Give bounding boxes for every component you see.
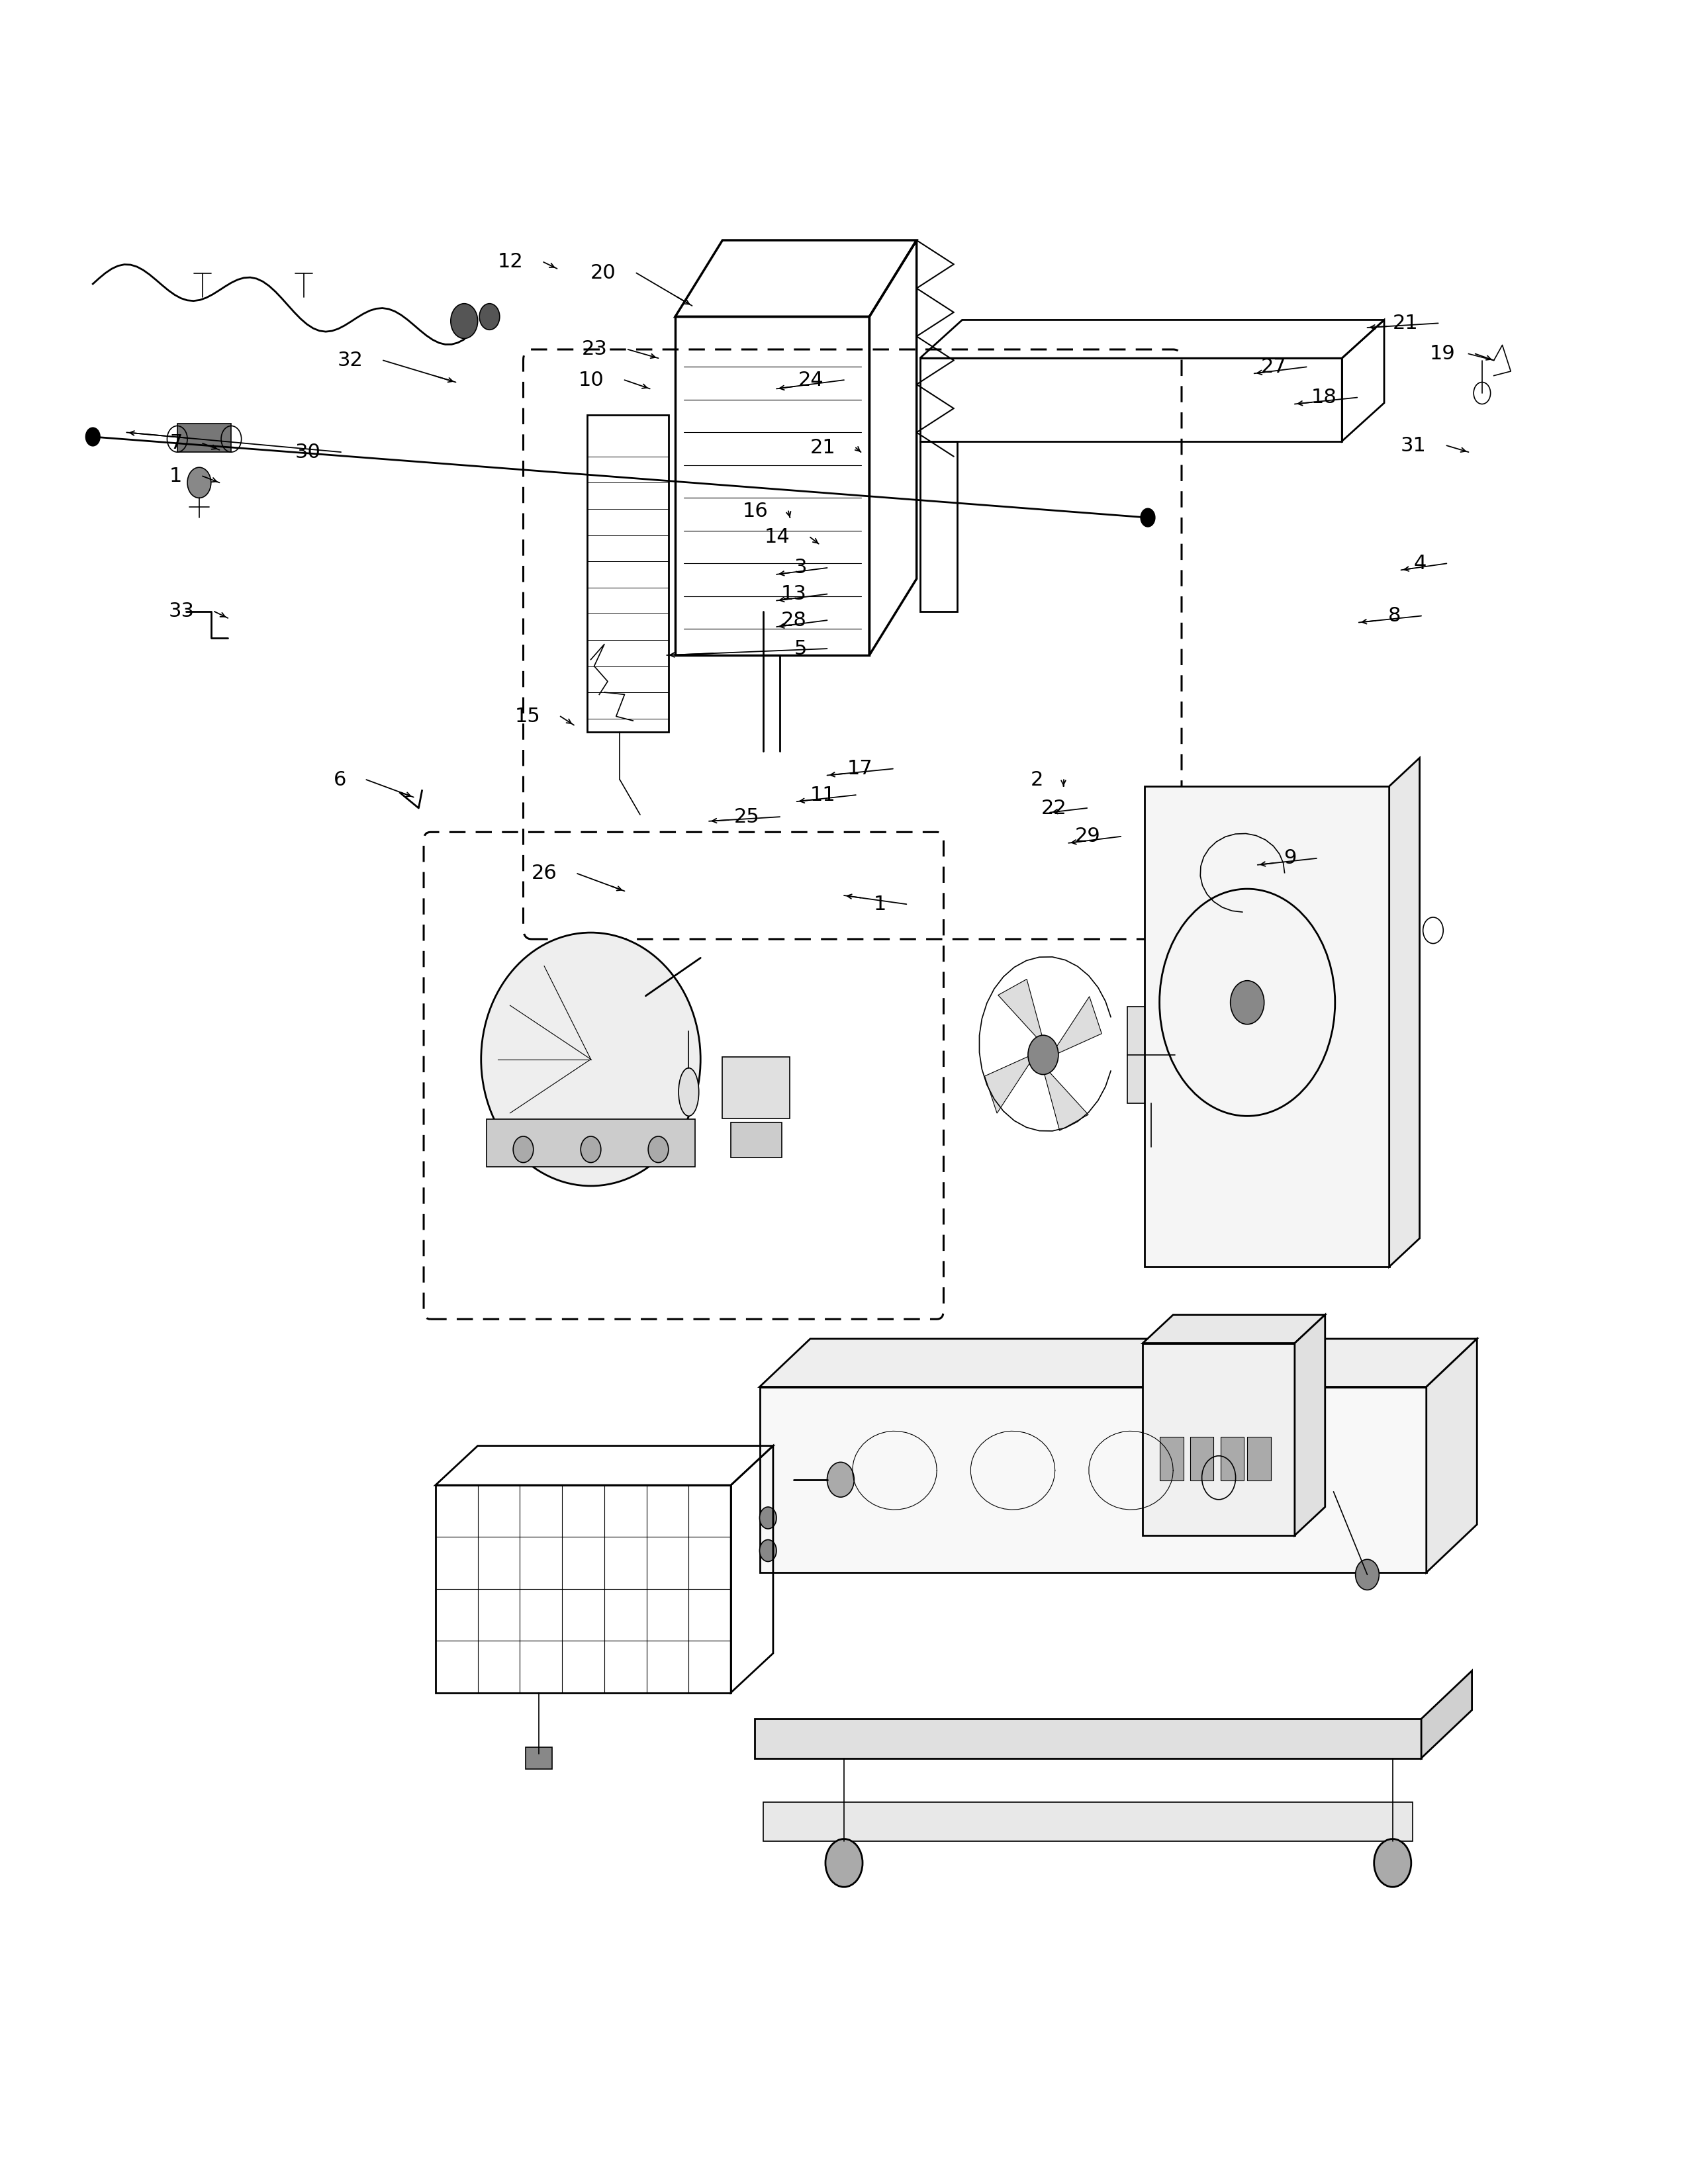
Bar <box>1247 1437 1271 1481</box>
Text: 16: 16 <box>743 502 768 520</box>
Bar <box>1128 1007 1175 1103</box>
Bar <box>763 1802 1413 1841</box>
Text: 4: 4 <box>1413 555 1426 572</box>
Text: 3: 3 <box>793 559 807 577</box>
Circle shape <box>451 304 478 339</box>
Text: 2: 2 <box>1030 771 1043 788</box>
Circle shape <box>1374 1839 1411 1887</box>
Bar <box>1144 786 1389 1267</box>
Circle shape <box>479 304 500 330</box>
Text: 14: 14 <box>765 529 790 546</box>
Circle shape <box>827 1463 854 1498</box>
Text: 1: 1 <box>169 467 182 485</box>
Text: 32: 32 <box>338 352 363 369</box>
Text: 25: 25 <box>734 808 760 826</box>
Bar <box>920 358 1342 441</box>
Polygon shape <box>998 978 1043 1042</box>
Polygon shape <box>1143 1315 1325 1343</box>
Polygon shape <box>984 1055 1033 1114</box>
Circle shape <box>1028 1035 1058 1075</box>
Bar <box>525 1747 552 1769</box>
Text: 21: 21 <box>1393 314 1418 332</box>
Text: 11: 11 <box>810 786 836 804</box>
Text: 19: 19 <box>1430 345 1455 363</box>
Circle shape <box>648 1136 668 1162</box>
Circle shape <box>513 1136 533 1162</box>
Circle shape <box>1231 981 1264 1024</box>
Polygon shape <box>1389 758 1420 1267</box>
Text: 24: 24 <box>798 371 824 389</box>
Bar <box>675 317 869 655</box>
Circle shape <box>1141 509 1155 526</box>
Bar <box>1190 1437 1214 1481</box>
Polygon shape <box>1295 1315 1325 1535</box>
Text: 26: 26 <box>532 865 557 882</box>
Text: 23: 23 <box>582 341 608 358</box>
Text: 29: 29 <box>1075 828 1101 845</box>
Bar <box>177 424 231 452</box>
Text: 5: 5 <box>793 640 807 657</box>
Text: 8: 8 <box>1388 607 1401 625</box>
Text: 20: 20 <box>591 264 616 282</box>
Bar <box>587 415 668 732</box>
Ellipse shape <box>481 933 701 1186</box>
Bar <box>920 441 957 612</box>
Text: 28: 28 <box>782 612 807 629</box>
Text: 27: 27 <box>1261 358 1286 376</box>
Text: 10: 10 <box>579 371 604 389</box>
Circle shape <box>760 1540 776 1562</box>
Text: 22: 22 <box>1041 799 1067 817</box>
Circle shape <box>581 1136 601 1162</box>
Text: 12: 12 <box>498 253 523 271</box>
Polygon shape <box>1426 1339 1477 1572</box>
Text: 15: 15 <box>515 708 540 725</box>
Text: 17: 17 <box>847 760 873 778</box>
Circle shape <box>1355 1559 1379 1590</box>
Bar <box>731 1123 782 1158</box>
Text: 31: 31 <box>1401 437 1426 454</box>
Polygon shape <box>1043 1068 1089 1131</box>
Ellipse shape <box>679 1068 699 1116</box>
Text: 6: 6 <box>333 771 346 788</box>
Bar <box>755 1719 1421 1758</box>
Circle shape <box>825 1839 863 1887</box>
Circle shape <box>187 467 211 498</box>
Polygon shape <box>760 1339 1477 1387</box>
Polygon shape <box>1053 996 1102 1055</box>
Text: 9: 9 <box>1283 850 1296 867</box>
Text: 30: 30 <box>295 443 321 461</box>
Text: 18: 18 <box>1312 389 1337 406</box>
Polygon shape <box>1421 1671 1472 1758</box>
Circle shape <box>760 1507 776 1529</box>
Bar <box>760 1387 1426 1572</box>
Text: 13: 13 <box>782 585 807 603</box>
Bar <box>722 1057 790 1118</box>
Text: 33: 33 <box>169 603 194 620</box>
Text: 7: 7 <box>169 435 182 452</box>
Bar <box>1220 1437 1244 1481</box>
Bar <box>436 1485 731 1693</box>
Bar <box>486 1118 695 1166</box>
Text: 21: 21 <box>810 439 836 456</box>
Text: 1: 1 <box>873 895 886 913</box>
Bar <box>1160 1437 1183 1481</box>
Bar <box>1143 1343 1295 1535</box>
Circle shape <box>86 428 100 446</box>
